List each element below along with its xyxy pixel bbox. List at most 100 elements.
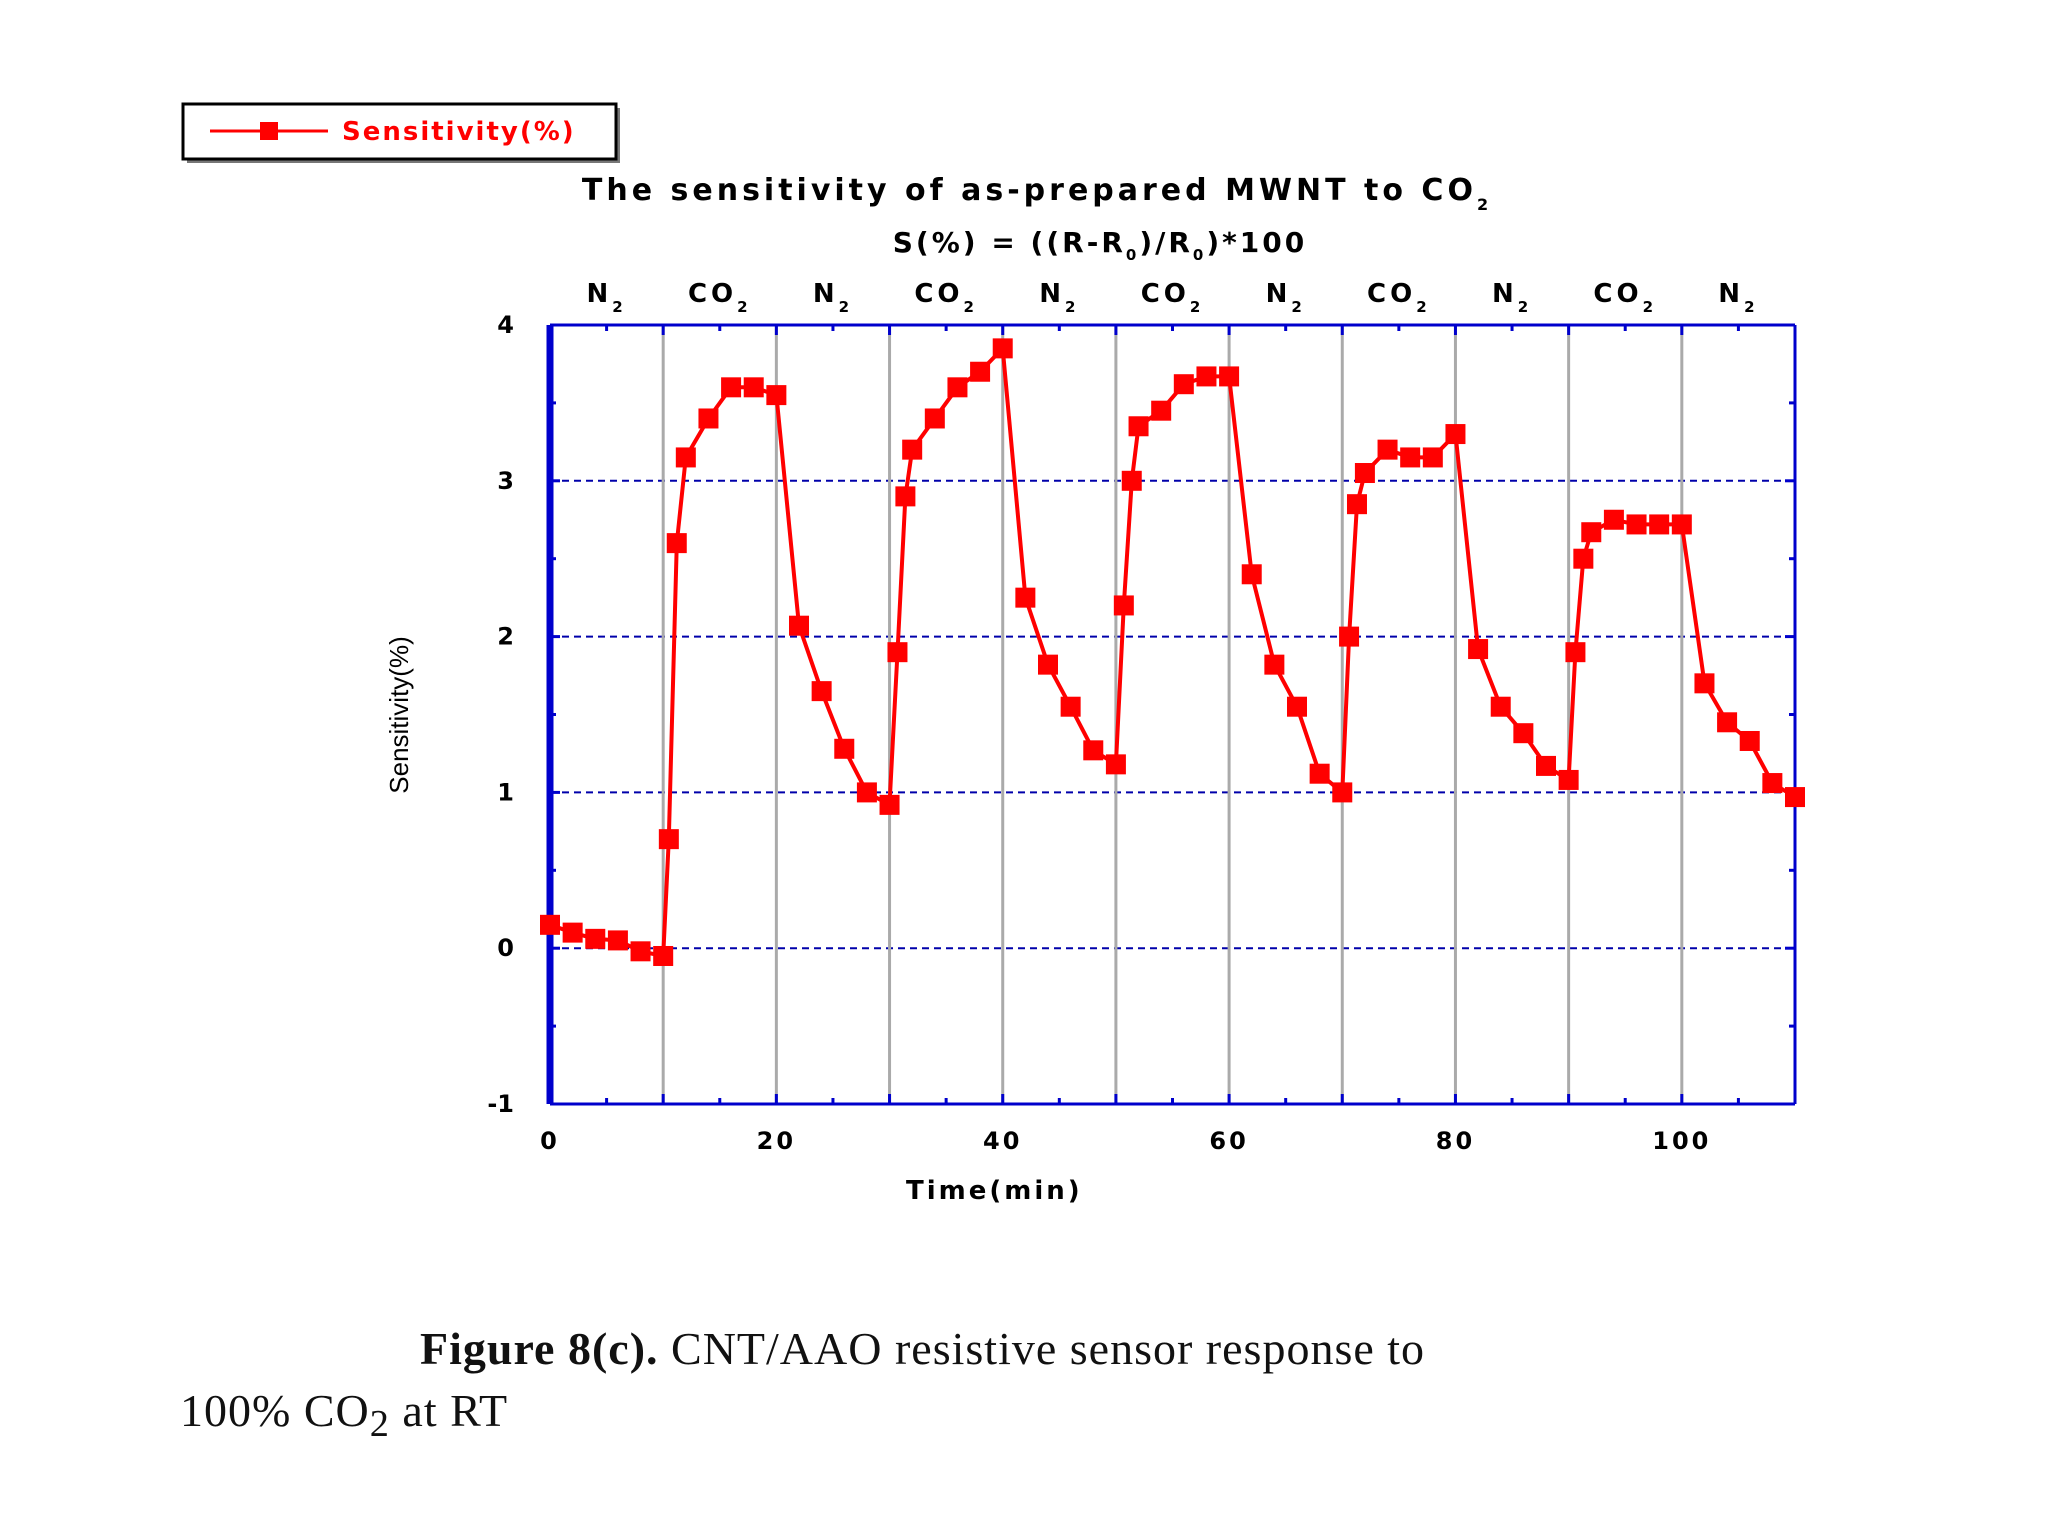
data-point — [1151, 400, 1172, 421]
data-point — [1121, 470, 1142, 491]
series-line-0 — [549, 346, 1797, 958]
x-tick-label-80: 80 — [1436, 1127, 1475, 1155]
chart-title: The sensitivity of as-prepared MWNT to C… — [582, 173, 1492, 214]
data-point — [1173, 374, 1194, 395]
data-point — [698, 408, 719, 429]
y-tick-label-4: 4 — [497, 311, 514, 339]
figure-caption: Figure 8(c). CNT/AAO resistive sensor re… — [180, 1318, 1880, 1455]
data-point — [879, 794, 900, 815]
data-point — [562, 922, 583, 943]
data-point — [856, 782, 877, 803]
y-tick-label-1: 1 — [497, 778, 514, 806]
legend-marker-swatch — [260, 122, 278, 140]
data-point — [1785, 787, 1805, 808]
data-point — [1536, 755, 1556, 776]
data-point — [658, 829, 679, 850]
data-point — [1671, 514, 1692, 535]
data-point — [1422, 447, 1443, 468]
data-point — [1113, 595, 1134, 616]
caption-line-1: Figure 8(c). CNT/AAO resistive sensor re… — [180, 1318, 1880, 1380]
axes — [546, 323, 1797, 1106]
data-point — [1196, 366, 1217, 387]
data-point — [1739, 730, 1760, 751]
gas-label-10: N2 — [1718, 279, 1758, 316]
data-point — [1762, 773, 1783, 794]
data-point — [630, 941, 651, 962]
data-point — [1339, 626, 1360, 647]
y-tick-label-3: 3 — [497, 467, 514, 495]
gas-label-0: N2 — [586, 279, 626, 316]
legend: Sensitivity(%) — [181, 102, 620, 163]
x-tick-label-40: 40 — [983, 1127, 1022, 1155]
data-point — [902, 439, 923, 460]
data-point — [1400, 447, 1421, 468]
data-point — [540, 914, 560, 935]
data-point — [1626, 514, 1647, 535]
tick-labels: 0 20 40 60 80 100 -1 0 1 2 3 4 — [487, 311, 1711, 1155]
gas-label-1: CO2 — [688, 279, 752, 316]
gas-label-5: CO2 — [1141, 279, 1205, 316]
gas-label-8: N2 — [1492, 279, 1532, 316]
gas-switch-lines — [661, 325, 1684, 1104]
data-point — [947, 377, 968, 398]
data-point — [887, 642, 908, 663]
data-point — [1558, 769, 1579, 790]
data-point — [1128, 416, 1149, 437]
data-point — [1694, 673, 1715, 694]
gas-label-4: N2 — [1039, 279, 1079, 316]
gas-phase-labels: N2 CO2 N2 CO2 N2 CO2 N2 CO2 N2 CO2 N2 — [586, 279, 1758, 316]
series-sensitivity — [540, 338, 1805, 966]
data-point — [895, 486, 916, 507]
data-point — [1565, 642, 1586, 663]
data-point — [1468, 639, 1489, 660]
data-point — [653, 945, 674, 966]
grid-lines — [550, 479, 1795, 950]
y-tick-label-2: 2 — [497, 623, 514, 651]
data-point — [924, 408, 945, 429]
data-point — [1287, 696, 1307, 717]
data-point — [766, 385, 787, 406]
caption-figure-label: Figure 8(c). — [420, 1323, 659, 1374]
data-point — [1264, 654, 1285, 675]
data-point — [1015, 587, 1036, 608]
y-axis-label: Sensitivity(%) — [384, 636, 414, 793]
data-point — [1309, 763, 1330, 784]
caption-sub: 2 — [369, 1403, 390, 1446]
x-axis-label: Time(min) — [906, 1176, 1083, 1206]
chart-formula: S(%) = ((R-R0)/R0)*100 — [893, 226, 1307, 264]
y-tick-label-0: 0 — [497, 934, 514, 962]
data-point — [1105, 754, 1126, 775]
data-point — [1060, 696, 1081, 717]
data-point — [1332, 782, 1353, 803]
data-point — [1083, 740, 1104, 761]
legend-label: Sensitivity(%) — [342, 117, 576, 147]
caption-line-2: 100% CO2 at RT — [180, 1380, 1880, 1455]
data-point — [1573, 548, 1594, 569]
sensor-response-chart: Sensitivity(%) The sensitivity of as-pre… — [181, 102, 1805, 1206]
data-point — [1581, 522, 1602, 543]
gas-label-3: CO2 — [914, 279, 978, 316]
data-point — [721, 377, 742, 398]
data-point — [834, 738, 855, 759]
x-tick-label-100: 100 — [1652, 1127, 1711, 1155]
x-tick-label-60: 60 — [1209, 1127, 1248, 1155]
data-point — [1649, 514, 1670, 535]
data-point — [1241, 564, 1262, 585]
data-point — [970, 361, 991, 382]
gas-label-9: CO2 — [1593, 279, 1657, 316]
data-point — [743, 377, 764, 398]
data-point — [811, 681, 832, 702]
gas-label-6: N2 — [1266, 279, 1306, 316]
data-point — [1603, 509, 1624, 530]
gas-label-7: CO2 — [1367, 279, 1431, 316]
data-point — [1377, 439, 1398, 460]
data-point — [1219, 366, 1240, 387]
gas-label-2: N2 — [813, 279, 853, 316]
data-point — [1717, 712, 1738, 733]
y-tick-label--1: -1 — [487, 1090, 514, 1118]
data-point — [1346, 494, 1367, 515]
data-point — [666, 533, 687, 554]
caption-text-1: CNT/AAO resistive sensor response to — [658, 1323, 1426, 1374]
caption-text-2b: at RT — [389, 1385, 509, 1436]
data-point — [607, 930, 628, 951]
